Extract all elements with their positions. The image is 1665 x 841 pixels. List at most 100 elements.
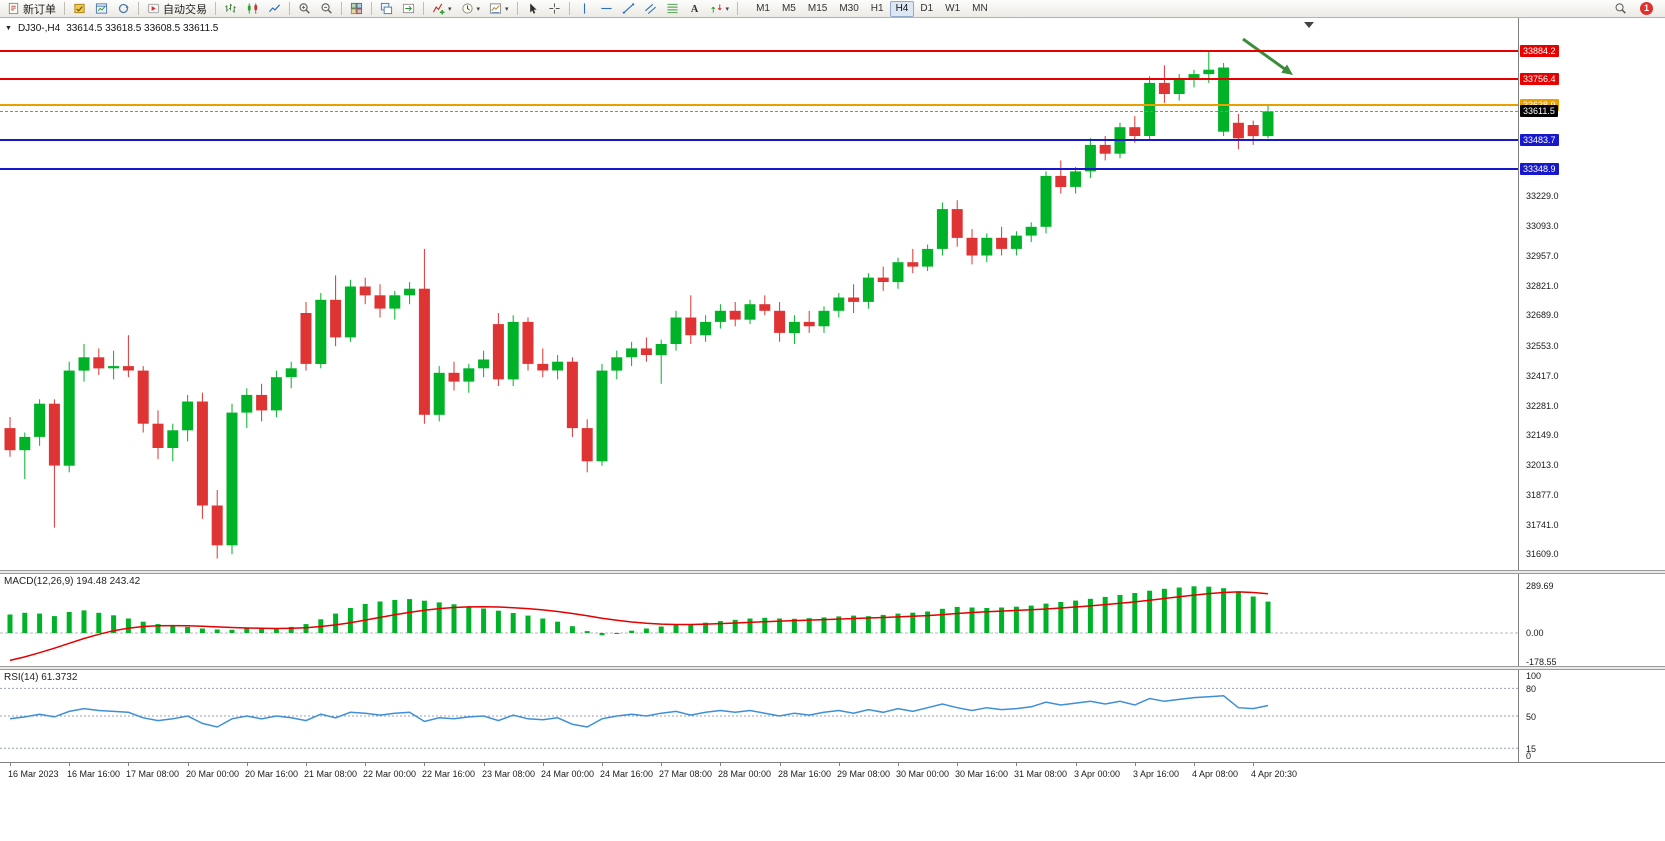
price-level-tag: 33756.4 [1520,73,1559,85]
candle-body [566,361,578,429]
timeframe-mn[interactable]: MN [966,1,994,17]
candle-body [877,277,889,282]
trendline-button[interactable] [618,1,639,17]
candle-body [922,248,934,267]
zoom-in-button[interactable] [294,1,315,17]
cascade-windows-button[interactable] [376,1,397,17]
time-axis-tick [128,763,129,766]
time-axis-tick [661,763,662,766]
time-axis-label: 3 Apr 00:00 [1074,769,1121,779]
candle-body [108,366,120,369]
time-axis-label: 4 Apr 20:30 [1251,769,1298,779]
candle-body [270,377,282,411]
autotrading-button[interactable]: 自动交易 [143,1,211,17]
time-axis-label: 4 Apr 08:00 [1192,769,1239,779]
y-axis-label: 32821.0 [1526,281,1559,291]
notifications-button[interactable]: 1 [1636,1,1657,17]
ohlc-values: 33614.5 33618.5 33608.5 33611.5 [66,23,219,34]
timeframe-m15[interactable]: M15 [802,1,833,17]
price-axis[interactable]: 33884.233756.433638.933483.733348.933611… [1518,18,1665,763]
indicators-icon [432,2,445,15]
time-axis-tick [1253,763,1254,766]
macd-pane[interactable]: MACD(12,26,9) 194.48 243.42 [0,574,1518,666]
pane-splitter[interactable] [0,570,1665,574]
pane-splitter[interactable] [0,666,1665,670]
metaeditor-button[interactable] [69,1,90,17]
candle-body [1218,67,1230,132]
chart-window-button[interactable] [91,1,112,17]
horizontal-line-button[interactable] [596,1,617,17]
horizontal-level-line[interactable] [0,104,1518,106]
horizontal-level-line[interactable] [0,50,1518,52]
time-axis-tick [1135,763,1136,766]
timeframe-m5[interactable]: M5 [776,1,802,17]
candle-body [700,321,712,336]
timeframe-m30[interactable]: M30 [833,1,864,17]
timeframe-group: M1 M5 M15 M30 H1 H4 D1 W1 MN [750,0,994,17]
y-axis-label: 31609.0 [1526,549,1559,559]
zoom-out-icon [320,2,333,15]
candle-body [1158,82,1170,94]
timeframe-m1[interactable]: M1 [750,1,776,17]
time-axis-label: 16 Mar 16:00 [67,769,121,779]
toolbar-separator [423,2,424,15]
timeframe-d1[interactable]: D1 [914,1,939,17]
price-level-tag: 33884.2 [1520,45,1559,57]
price-chart-pane[interactable]: ▼ DJ30-,H4 33614.5 33618.5 33608.5 33611… [0,18,1518,570]
indicators-button[interactable]: ▾ [428,1,456,17]
cursor-button[interactable] [522,1,543,17]
arrow-objects-button[interactable]: ▾ [706,1,734,17]
toolbar-separator [568,2,570,15]
candle-body [581,428,593,462]
line-chart-button[interactable] [264,1,285,17]
trend-arrow-annotation[interactable] [1242,37,1293,75]
horizontal-level-line[interactable] [0,78,1518,80]
search-button[interactable] [1610,1,1631,17]
horizontal-level-line[interactable] [0,139,1518,141]
current-price-tag: 33611.5 [1520,105,1558,117]
time-axis-label: 28 Mar 16:00 [778,769,832,779]
timeframe-w1[interactable]: W1 [939,1,966,17]
fibo-icon [666,2,679,15]
templates-button[interactable]: ▾ [485,1,513,17]
text-label-button[interactable]: A [684,1,705,17]
timeframe-h4[interactable]: H4 [889,0,915,17]
candle-body [907,262,919,267]
y-axis-label: 32957.0 [1526,251,1559,261]
tile-windows-icon [350,2,363,15]
refresh-button[interactable] [113,1,134,17]
fibonacci-button[interactable] [662,1,683,17]
candle-body [1262,111,1274,137]
quick-trade-arrow-icon[interactable]: ▼ [5,25,12,32]
macd-axis-label: 289.69 [1526,581,1554,591]
time-axis-label: 20 Mar 16:00 [245,769,299,779]
rsi-axis-label: 0 [1526,751,1532,761]
line-chart-icon [268,2,281,15]
vertical-line-button[interactable] [574,1,595,17]
rsi-pane[interactable]: RSI(14) 61.3732 [0,670,1518,762]
candle-body [78,357,90,371]
auto-scroll-button[interactable] [398,1,419,17]
horizontal-level-line[interactable] [0,168,1518,170]
zoom-out-button[interactable] [316,1,337,17]
template-icon [489,2,502,15]
y-axis-label: 31877.0 [1526,490,1559,500]
time-axis-label: 30 Mar 16:00 [955,769,1009,779]
crosshair-button[interactable] [544,1,565,17]
y-axis-label: 32417.0 [1526,371,1559,381]
text-icon: A [688,2,701,15]
chevron-down-icon: ▾ [505,5,509,13]
candle-body [93,357,105,369]
candle-body [744,304,756,320]
candle-body [167,430,179,448]
channel-button[interactable] [640,1,661,17]
tile-windows-button[interactable] [346,1,367,17]
periods-button[interactable]: ▾ [457,1,485,17]
new-order-button[interactable]: 新订单 [3,1,60,17]
bars-chart-button[interactable] [220,1,241,17]
y-axis-label: 32149.0 [1526,430,1559,440]
time-axis-tick [10,763,11,766]
timeframe-h1[interactable]: H1 [865,1,890,17]
candlestick-chart-button[interactable] [242,1,263,17]
time-axis[interactable]: 16 Mar 2023 16 Mar 16:00 17 Mar 08:00 20 Ma… [0,762,1665,788]
